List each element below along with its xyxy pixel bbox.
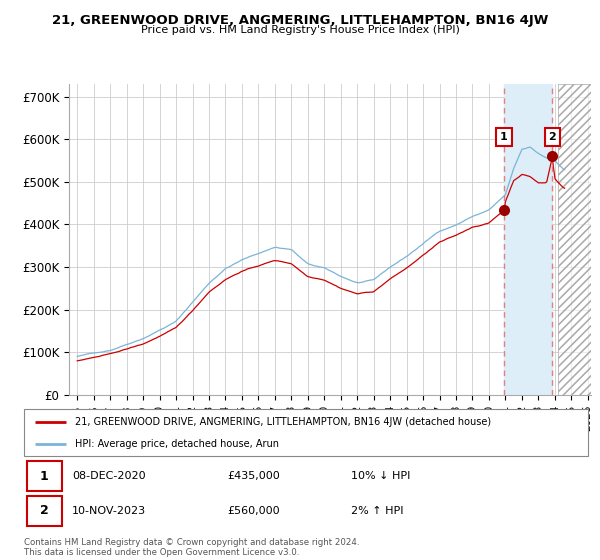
Text: 2: 2 — [40, 505, 49, 517]
Bar — [557, 84, 591, 395]
Bar — [504, 84, 553, 395]
Text: 08-DEC-2020: 08-DEC-2020 — [72, 471, 146, 481]
Text: 21, GREENWOOD DRIVE, ANGMERING, LITTLEHAMPTON, BN16 4JW: 21, GREENWOOD DRIVE, ANGMERING, LITTLEHA… — [52, 14, 548, 27]
Text: 2: 2 — [548, 132, 556, 142]
Text: Price paid vs. HM Land Registry's House Price Index (HPI): Price paid vs. HM Land Registry's House … — [140, 25, 460, 35]
Text: 10-NOV-2023: 10-NOV-2023 — [72, 506, 146, 516]
Text: HPI: Average price, detached house, Arun: HPI: Average price, detached house, Arun — [75, 438, 279, 449]
Text: 21, GREENWOOD DRIVE, ANGMERING, LITTLEHAMPTON, BN16 4JW (detached house): 21, GREENWOOD DRIVE, ANGMERING, LITTLEHA… — [75, 417, 491, 427]
Bar — [557, 84, 591, 395]
FancyBboxPatch shape — [27, 496, 62, 526]
Text: 1: 1 — [500, 132, 508, 142]
FancyBboxPatch shape — [27, 461, 62, 491]
Text: £435,000: £435,000 — [227, 471, 280, 481]
Text: 1: 1 — [40, 469, 49, 483]
Text: £560,000: £560,000 — [227, 506, 280, 516]
FancyBboxPatch shape — [24, 409, 588, 456]
Text: 10% ↓ HPI: 10% ↓ HPI — [351, 471, 410, 481]
Text: 2% ↑ HPI: 2% ↑ HPI — [351, 506, 404, 516]
Text: Contains HM Land Registry data © Crown copyright and database right 2024.
This d: Contains HM Land Registry data © Crown c… — [24, 538, 359, 557]
